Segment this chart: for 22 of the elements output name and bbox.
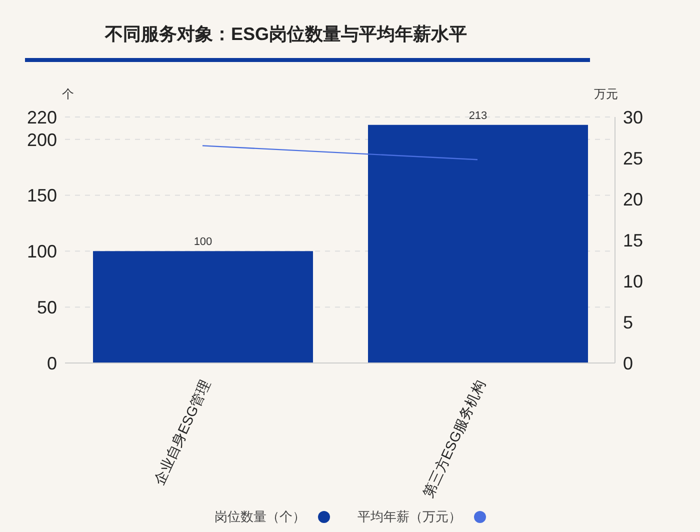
y-tick-label: 200 <box>26 130 57 150</box>
y2-tick-label: 25 <box>623 148 644 168</box>
x-tick-label: 企业自身ESG管理 <box>150 378 214 488</box>
y2-tick-label: 5 <box>623 312 634 332</box>
y-tick-label: 220 <box>26 107 57 128</box>
y2-tick-label: 10 <box>623 271 644 292</box>
data-label: 213 <box>468 110 488 122</box>
y-tick-label: 100 <box>26 242 57 262</box>
legend-label: 平均年薪（万元） <box>358 508 462 526</box>
chart-title: 不同服务对象：ESG岗位数量与平均年薪水平 <box>105 23 468 46</box>
data-label: 100 <box>194 236 212 248</box>
y2-axis-title: 万元 <box>594 86 618 103</box>
y2-tick-label: 0 <box>623 353 634 374</box>
x-tick-label: 第三方ESG服务机构 <box>420 378 488 500</box>
y2-tick-label: 15 <box>623 230 644 250</box>
y-axis-title: 个 <box>62 86 74 103</box>
y2-tick-label: 20 <box>623 189 644 210</box>
y-tick-label: 150 <box>26 186 57 206</box>
y-tick-label: 0 <box>46 353 57 374</box>
y2-tick-label: 30 <box>623 107 644 128</box>
y-tick-label: 50 <box>36 297 57 318</box>
legend-label: 岗位数量（个） <box>214 508 306 526</box>
